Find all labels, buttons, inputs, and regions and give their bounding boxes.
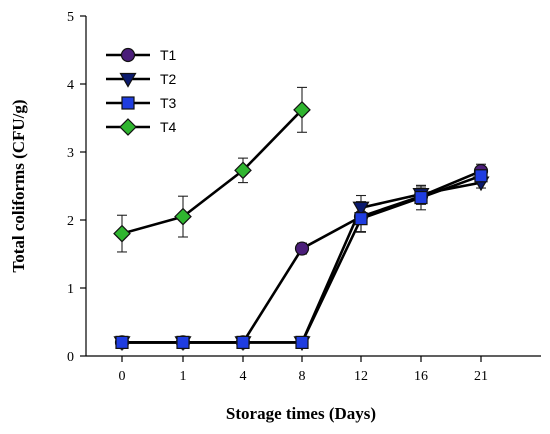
data-point-t3 [474, 169, 488, 183]
legend: T1 T2 T3 T4 [106, 47, 177, 136]
data-point-t3 [354, 212, 368, 226]
data-point-t2 [352, 201, 370, 217]
legend-label: T1 [160, 47, 177, 63]
y-tick-label: 5 [67, 10, 74, 25]
x-tick-label: 0 [119, 369, 126, 384]
series-markers [113, 100, 490, 352]
y-tick-label: 2 [67, 214, 74, 229]
legend-label: T2 [160, 71, 177, 87]
x-tick-label: 4 [240, 369, 247, 384]
legend-marker [121, 96, 135, 110]
data-point-t4 [293, 100, 311, 119]
series-line-t2 [122, 181, 482, 344]
legend-label: T3 [160, 95, 177, 111]
x-tick-label: 21 [474, 369, 488, 384]
x-axis-title: Storage times (Days) [226, 404, 376, 423]
legend-marker [119, 72, 137, 88]
x-tick-label: 16 [414, 369, 428, 384]
series-lines [121, 108, 482, 344]
data-point-t3 [115, 335, 129, 349]
data-point-t3 [295, 335, 309, 349]
data-point-t4 [113, 224, 131, 243]
data-point-t3 [176, 335, 190, 349]
y-tick-label: 0 [67, 350, 74, 365]
x-tick-label: 8 [299, 369, 306, 384]
legend-marker [120, 47, 136, 63]
y-axis-title: Total coliforms (CFU/g) [9, 99, 28, 272]
legend-label: T4 [160, 119, 177, 135]
series-line-t4 [121, 108, 303, 235]
y-tick-label: 4 [67, 78, 74, 93]
legend-marker [119, 118, 137, 136]
x-tick-label: 1 [180, 369, 187, 384]
data-point-t3 [236, 335, 250, 349]
data-point-t4 [174, 207, 192, 226]
data-point-t1 [294, 241, 310, 256]
x-tick-label: 12 [354, 369, 368, 384]
data-point-t4 [234, 161, 252, 180]
y-tick-label: 1 [67, 282, 74, 297]
data-point-t3 [414, 190, 428, 205]
y-tick-label: 3 [67, 146, 74, 161]
